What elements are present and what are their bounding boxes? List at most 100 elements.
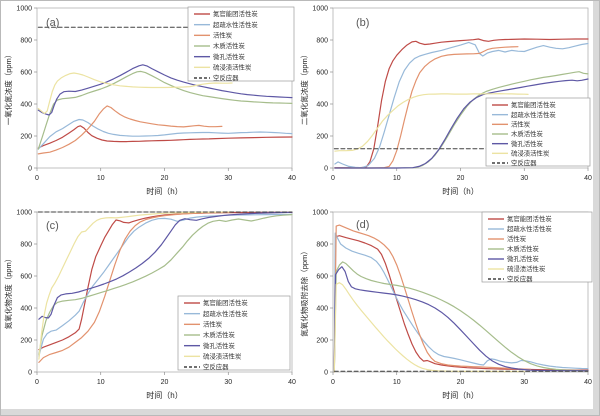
- legend-label-5: 硫浸渍活性炭: [507, 264, 546, 273]
- legend-label-2: 活性炭: [213, 31, 233, 40]
- panel-tag: (a): [46, 17, 59, 29]
- legend-label-4: 微孔活性炭: [507, 254, 540, 263]
- x-tick-label: 40: [288, 175, 296, 182]
- series-line-5: [38, 211, 232, 360]
- legend-box: [485, 97, 591, 167]
- x-tick-label: 30: [520, 379, 528, 386]
- chart-panel-a: 0 10 20 30 40 0 200 400 600 800 1000 时间（h） 一氧化氮浓度（pp…: [2, 2, 297, 205]
- y-tick-label: 800: [316, 37, 328, 44]
- legend-label-1: 超疏水性活性炭: [511, 110, 556, 119]
- legend-label-3: 木质活性炭: [507, 244, 540, 253]
- legend-label-0: 氮官能团活性炭: [213, 9, 258, 18]
- y-tick-label: 0: [324, 369, 328, 376]
- x-tick-label: 40: [288, 379, 296, 386]
- series-line-4: [333, 266, 589, 373]
- y-tick-label: 600: [20, 273, 32, 280]
- y-axis-title: 氮氧化物吸附去除（ppm）: [299, 247, 309, 337]
- y-tick-label: 200: [316, 337, 328, 344]
- panel-tag: (c): [46, 220, 59, 232]
- panel-b-plot: 0 10 20 30 4002004006008001000时间（h）二氧化氮浓度（pp…: [299, 5, 592, 196]
- chart-panel-b: 0 10 20 30 40 0 200 400 600 800 1000 时间（h） 二氧化氮浓度（pp…: [298, 2, 593, 205]
- panel-grid: 0 10 20 30 40 0 200 400 600 800 1000 时间（h） 一氧化氮浓度（pp…: [2, 2, 594, 410]
- legend-label-3: 木质活性炭: [213, 41, 246, 50]
- legend-box: [177, 295, 291, 371]
- x-axis-title: 时间（h）: [442, 186, 478, 196]
- legend-label-1: 超疏水性活性炭: [213, 20, 258, 29]
- series-line-4: [37, 64, 293, 116]
- y-tick-label: 0: [28, 165, 32, 172]
- chart-panel-d: 0 10 20 30 40 0 200 400 600 800 1000 时间（h） 氮氧化物吸附去除（…: [298, 206, 593, 409]
- y-tick-label: 800: [316, 241, 328, 248]
- panel-tag: (b): [356, 17, 369, 29]
- series-line-5: [333, 282, 525, 373]
- y-tick-label: 0: [28, 369, 32, 376]
- x-tick-label: 0: [35, 379, 39, 386]
- page-edge-right: [593, 1, 599, 415]
- legend-label-6: 空反应器: [203, 362, 229, 371]
- y-tick-label: 200: [20, 133, 32, 140]
- series-line-2: [37, 105, 223, 155]
- y-tick-label: 600: [316, 69, 328, 76]
- panel-tag: (d): [356, 219, 369, 231]
- legend-label-5: 硫浸渍活性炭: [213, 63, 252, 72]
- y-tick-label: 1000: [16, 209, 32, 216]
- y-tick-label: 400: [20, 101, 32, 108]
- legend-label-1: 超疏水性活性炭: [203, 309, 248, 318]
- x-tick-label: 30: [224, 379, 232, 386]
- panel-c-plot: 0 10 20 30 4002004006008001000时间（h）氮氧化物浓度（pp…: [3, 209, 296, 400]
- legend-label-4: 微孔活性炭: [203, 341, 236, 350]
- series-line-2: [333, 224, 532, 373]
- legend-label-6: 空反应器: [507, 274, 533, 283]
- y-tick-label: 200: [316, 133, 328, 140]
- legend-label-6: 空反应器: [213, 73, 239, 82]
- x-tick-label: 0: [331, 379, 335, 386]
- x-tick-label: 30: [224, 175, 232, 182]
- legend-label-0: 氮官能团活性炭: [507, 214, 552, 223]
- legend-label-2: 活性炭: [203, 320, 223, 329]
- panel-d-plot: 0 10 20 30 4002004006008001000时间（h）氮氧化物吸附去除（…: [299, 209, 593, 400]
- y-tick-label: 1000: [312, 5, 328, 12]
- y-tick-label: 200: [20, 337, 32, 344]
- series-line-4: [334, 78, 589, 169]
- y-tick-label: 400: [20, 305, 32, 312]
- series-line-3: [333, 261, 589, 373]
- series-line-5: [334, 92, 529, 152]
- series-line-2: [38, 211, 226, 363]
- y-tick-label: 1000: [16, 5, 32, 12]
- legend-label-0: 氮官能团活性炭: [511, 100, 556, 109]
- series-line-5: [37, 72, 233, 115]
- x-tick-label: 20: [161, 379, 169, 386]
- y-tick-label: 0: [324, 165, 328, 172]
- legend-box: [481, 211, 593, 283]
- x-axis-title: 时间（h）: [146, 186, 182, 196]
- series-line-2: [334, 46, 519, 169]
- y-axis-title: 氮氧化物浓度（ppm）: [3, 255, 13, 330]
- legend-label-4: 微孔活性炭: [511, 139, 544, 148]
- legend-label-4: 微孔活性炭: [213, 52, 246, 61]
- x-tick-label: 10: [97, 379, 105, 386]
- x-tick-label: 10: [393, 175, 401, 182]
- x-axis-title: 时间（h）: [146, 390, 182, 400]
- y-tick-label: 800: [20, 37, 32, 44]
- series-line-0: [334, 38, 589, 169]
- legend-label-6: 空反应器: [511, 158, 537, 167]
- legend-label-1: 超疏水性活性炭: [507, 224, 552, 233]
- series-line-1: [37, 118, 293, 150]
- x-tick-label: 10: [393, 379, 401, 386]
- legend-label-3: 木质活性炭: [511, 129, 544, 138]
- series-line-3: [37, 70, 293, 150]
- legend-label-0: 氮官能团活性炭: [203, 298, 248, 307]
- series-line-4: [38, 211, 293, 320]
- x-tick-label: 40: [584, 379, 592, 386]
- series-line-3: [38, 214, 293, 355]
- x-tick-label: 10: [97, 175, 105, 182]
- legend-box: [187, 6, 295, 82]
- x-axis-title: 时间（h）: [442, 390, 478, 400]
- y-tick-label: 1000: [312, 209, 328, 216]
- series-line-1: [333, 232, 589, 373]
- y-tick-label: 800: [20, 241, 32, 248]
- legend-label-5: 硫浸渍活性炭: [203, 352, 242, 361]
- y-tick-label: 600: [316, 273, 328, 280]
- page-edge-bottom: [1, 409, 599, 415]
